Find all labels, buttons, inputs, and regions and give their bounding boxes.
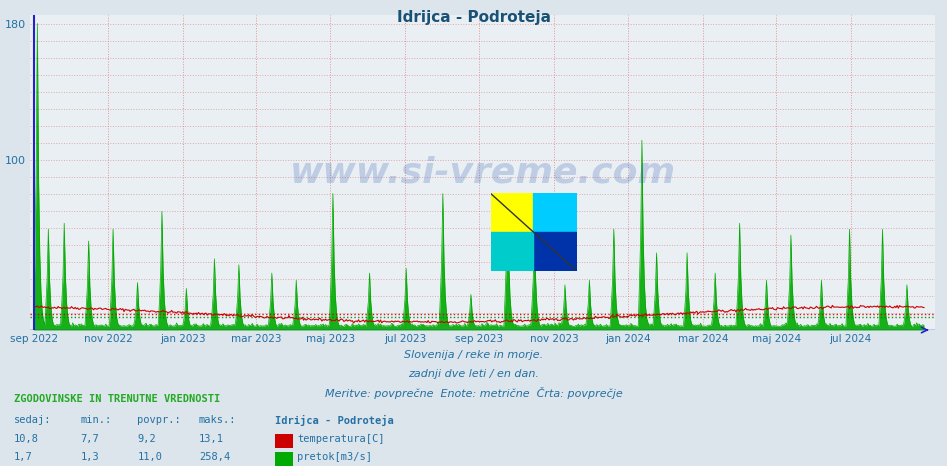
Text: 9,2: 9,2 — [137, 434, 156, 444]
Text: 10,8: 10,8 — [14, 434, 39, 444]
Text: temperatura[C]: temperatura[C] — [297, 434, 384, 444]
Text: 1,3: 1,3 — [80, 452, 99, 462]
Text: 1,7: 1,7 — [14, 452, 33, 462]
Text: Idrijca - Podroteja: Idrijca - Podroteja — [397, 10, 550, 25]
Text: Idrijca - Podroteja: Idrijca - Podroteja — [275, 415, 393, 426]
Text: 11,0: 11,0 — [137, 452, 162, 462]
Text: zadnji dve leti / en dan.: zadnji dve leti / en dan. — [408, 369, 539, 379]
Text: pretok[m3/s]: pretok[m3/s] — [297, 452, 372, 462]
Text: sedaj:: sedaj: — [14, 415, 52, 425]
Text: 7,7: 7,7 — [80, 434, 99, 444]
Text: ZGODOVINSKE IN TRENUTNE VREDNOSTI: ZGODOVINSKE IN TRENUTNE VREDNOSTI — [14, 394, 221, 404]
Text: Slovenija / reke in morje.: Slovenija / reke in morje. — [404, 350, 543, 360]
Text: www.si-vreme.com: www.si-vreme.com — [290, 156, 675, 190]
Text: maks.:: maks.: — [199, 415, 237, 425]
Text: 258,4: 258,4 — [199, 452, 230, 462]
Text: min.:: min.: — [80, 415, 112, 425]
Text: 13,1: 13,1 — [199, 434, 223, 444]
Text: Meritve: povprečne  Enote: metrične  Črta: povprečje: Meritve: povprečne Enote: metrične Črta:… — [325, 387, 622, 399]
Text: povpr.:: povpr.: — [137, 415, 181, 425]
